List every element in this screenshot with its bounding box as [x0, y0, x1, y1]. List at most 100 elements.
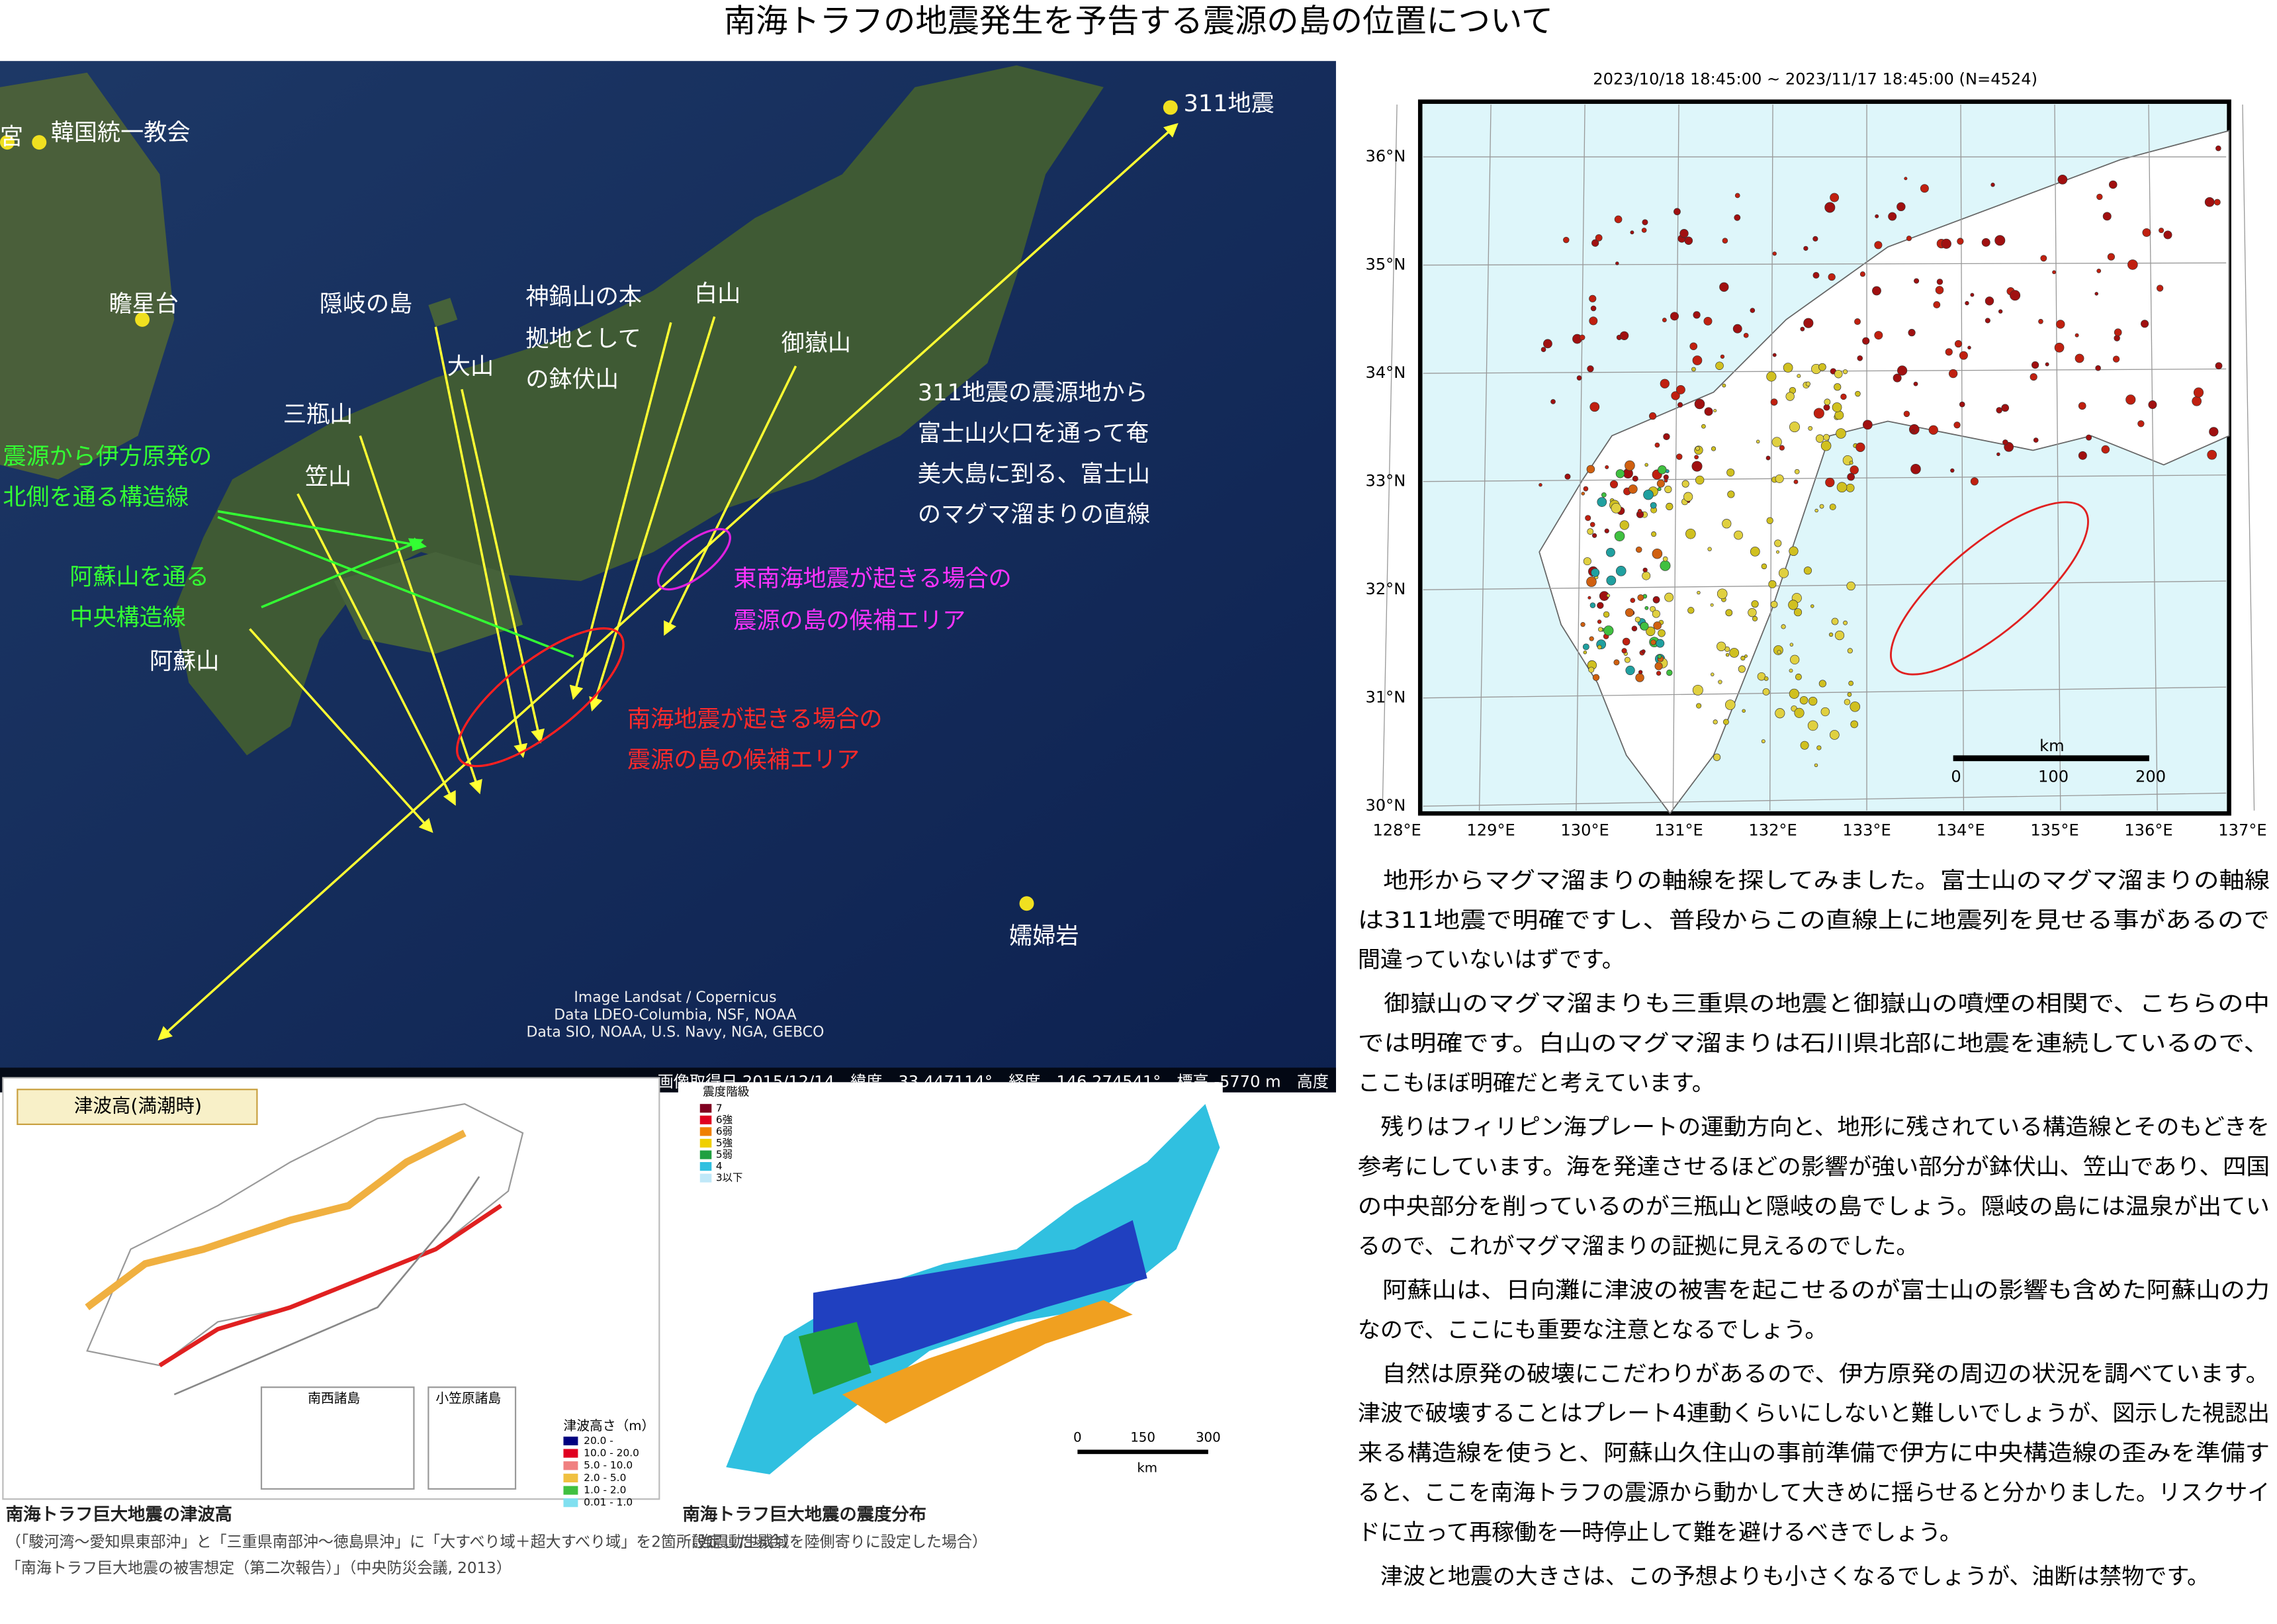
- legend-title: 津波高さ（m）: [563, 1418, 654, 1433]
- quake-dot: [1711, 446, 1717, 451]
- quake-dot: [1897, 365, 1908, 376]
- quake-dot: [1684, 236, 1693, 245]
- quake-dot: [1766, 517, 1773, 524]
- quake-dot: [1642, 219, 1648, 226]
- quake-dot: [1656, 479, 1665, 488]
- quake-dot: [1597, 619, 1602, 624]
- green-line: [217, 516, 574, 658]
- legend-swatch: [699, 1161, 712, 1171]
- model-area: [173, 1176, 480, 1396]
- quake-dot: [1689, 342, 1698, 351]
- quake-dot: [1630, 598, 1636, 604]
- quake-dot: [1953, 422, 1961, 429]
- quake-dot: [1996, 452, 2000, 457]
- quake-dot: [1820, 707, 1830, 717]
- quake-dot: [1615, 261, 1619, 265]
- quake-dot: [1694, 455, 1699, 460]
- quake-dot: [1789, 546, 1799, 556]
- article-line: の中央部分を削っているのが三瓶山と隠岐の島でしょう。隠岐の島には温泉が出てい: [1358, 1193, 2270, 1220]
- quake-dot: [1614, 215, 1623, 224]
- seismic-header: 2023/10/18 18:45:00 ~ 2023/11/17 18:45:0…: [1593, 70, 2037, 89]
- scale-tick: 0: [1951, 767, 1961, 786]
- arrow: [664, 365, 797, 636]
- quake-dot: [1816, 745, 1822, 750]
- quake-dot: [2114, 328, 2122, 337]
- quake-dot: [1875, 214, 1879, 218]
- coast-yellow: [85, 1130, 467, 1310]
- quake-dot: [2127, 259, 2138, 270]
- quake-dot: [1903, 410, 1910, 418]
- quake-dot: [1704, 407, 1713, 416]
- scale-tick: 0: [1073, 1430, 1082, 1445]
- attribution-line: Data LDEO-Columbia, NSF, NOAA: [554, 1007, 796, 1023]
- quake-dot: [1657, 487, 1662, 492]
- quake-dot: [2010, 290, 2021, 301]
- land-green: [798, 1322, 871, 1395]
- article-line: では明確です。白山のマグマ溜まりは石川県北部に地震を連続しているので、: [1358, 1030, 2270, 1057]
- quake-dot: [1794, 469, 1800, 474]
- lon-label: 128°E: [1372, 821, 1421, 840]
- quake-dot: [1819, 504, 1824, 509]
- quake-dot: [1799, 696, 1808, 705]
- quake-dot: [1843, 620, 1848, 625]
- quake-dot: [1824, 202, 1836, 213]
- quake-dot: [1631, 625, 1638, 632]
- quake-dot: [1985, 318, 1990, 324]
- map-label: 瞻星台: [109, 291, 179, 318]
- quake-dot: [1847, 692, 1852, 697]
- quake-dot: [2107, 253, 2115, 261]
- quake-dot: [1770, 398, 1778, 406]
- quake-dot: [1713, 719, 1718, 725]
- seismic-map: 2023/10/18 18:45:00 ~ 2023/11/17 18:45:0…: [1365, 70, 2266, 840]
- quake-dot: [1676, 453, 1683, 460]
- legend-swatch: [563, 1461, 578, 1470]
- quake-dot: [1663, 433, 1670, 440]
- tonankai-area: [656, 527, 731, 591]
- quake-dot: [1904, 177, 1908, 181]
- quake-dot: [1583, 486, 1589, 492]
- quake-dot: [1732, 324, 1742, 334]
- map-label: 北側を通る構造線: [3, 484, 189, 511]
- quake-dot: [1823, 404, 1830, 411]
- quake-dot: [2054, 342, 2065, 353]
- lat-label: 35°N: [1365, 255, 1406, 274]
- quake-dot: [1664, 592, 1674, 602]
- legend-swatch: [563, 1486, 578, 1495]
- quake-dot: [1641, 228, 1647, 233]
- quake-dot: [1910, 463, 1921, 474]
- article-line: 津波と地震の大きさは、この予想よりも小さくなるでしょうが、油断は禁物です。: [1358, 1563, 2210, 1590]
- quake-dot: [1636, 546, 1642, 553]
- quake-dot: [1740, 655, 1746, 661]
- quake-dot: [1829, 504, 1836, 510]
- quake-dot: [2031, 361, 2039, 369]
- map-label: の鉢伏山: [525, 366, 618, 393]
- quake-dot: [1625, 665, 1635, 676]
- quake-dot: [1641, 649, 1646, 654]
- quake-dot: [1658, 465, 1667, 474]
- quake-dot: [1587, 365, 1594, 373]
- legend-swatch: [699, 1138, 712, 1148]
- quake-dot: [1637, 509, 1642, 514]
- lon-label: 135°E: [2030, 821, 2078, 840]
- article: 地形からマグマ溜まりの軸線を探してみました。富士山のマグマ溜まりの軸線は311地…: [1358, 868, 2270, 1590]
- legend-label: 3以下: [716, 1172, 742, 1184]
- lon-label: 129°E: [1466, 821, 1515, 840]
- lat-label: 31°N: [1365, 688, 1406, 707]
- quake-dot: [1785, 392, 1795, 401]
- map-label: 中央構造線: [69, 604, 186, 631]
- arrow: [589, 316, 716, 712]
- quake-dot: [1948, 369, 1958, 379]
- lon-label: 134°E: [1936, 821, 1985, 840]
- quake-dot: [1793, 479, 1799, 484]
- map-label: 御嶽山: [781, 330, 851, 357]
- lon-line: [2242, 105, 2255, 811]
- quake-dot: [1965, 300, 1969, 306]
- quake-dot: [1635, 673, 1644, 682]
- quake-dot: [1603, 625, 1614, 636]
- seismic-axis-labels: 36°N 35°N 34°N 33°N 32°N 31°N 30°N 128°E 129°E 13…: [1365, 147, 2266, 839]
- article-line: るので、これがマグマ溜まりの証拠に見えるのでした。: [1358, 1233, 1919, 1259]
- quake-dot: [1589, 402, 1600, 412]
- land-blue: [813, 1220, 1147, 1366]
